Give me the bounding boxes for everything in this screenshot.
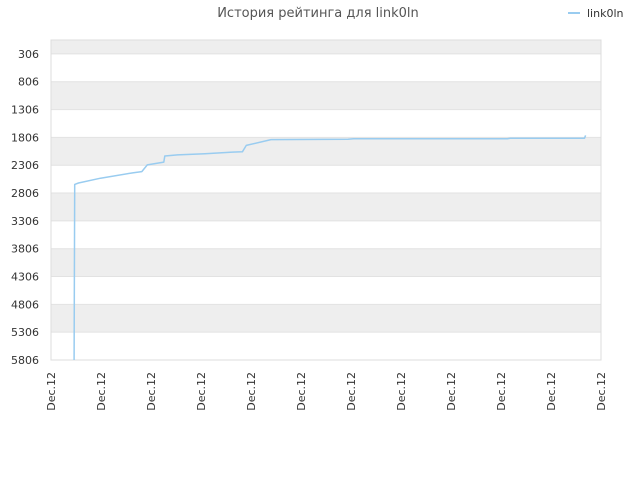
plot-band	[51, 40, 601, 54]
x-tick-label: Dec.12	[445, 372, 458, 411]
y-tick-label: 2806	[11, 187, 39, 200]
series-line-link0ln	[73, 135, 587, 361]
plot-band	[51, 220, 601, 249]
y-tick-label: 806	[18, 76, 39, 89]
y-tick-label: 5806	[11, 354, 39, 367]
plot-band	[51, 81, 601, 110]
y-tick-label: 5306	[11, 326, 39, 339]
y-axis-tick-labels: 306 806 1306 1806 2306 2806 3306 3806 4306 4806 53…	[11, 48, 39, 367]
x-tick-label: Dec.12	[195, 372, 208, 411]
y-tick-label: 306	[18, 48, 39, 61]
plot-band	[51, 109, 601, 138]
x-tick-label: Dec.12	[345, 372, 358, 411]
plot-band	[51, 332, 601, 360]
x-tick-label: Dec.12	[395, 372, 408, 411]
plot-band	[51, 304, 601, 333]
plot-background-bands	[51, 40, 601, 360]
plot-band	[51, 276, 601, 305]
series-layer	[73, 135, 587, 361]
plot-band	[51, 165, 601, 194]
chart-title: История рейтинга для link0ln	[217, 6, 419, 21]
legend: link0ln	[568, 7, 624, 20]
plot-band	[51, 248, 601, 277]
x-tick-label: Dec.12	[95, 372, 108, 411]
x-tick-label: Dec.12	[595, 372, 608, 411]
x-tick-label: Dec.12	[45, 372, 58, 411]
x-tick-label: Dec.12	[495, 372, 508, 411]
plot-band	[51, 53, 601, 82]
legend-label-link0ln: link0ln	[587, 7, 624, 20]
y-tick-label: 1806	[11, 131, 39, 144]
plot-area-border	[50, 39, 602, 361]
plot-band	[51, 193, 601, 221]
y-tick-label: 2306	[11, 159, 39, 172]
x-tick-label: Dec.12	[545, 372, 558, 411]
x-tick-label: Dec.12	[295, 372, 308, 411]
x-axis-tick-labels: Dec.12 Dec.12 Dec.12 Dec.12 Dec.12 Dec.12 Dec.…	[45, 372, 608, 411]
y-tick-label: 4806	[11, 298, 39, 311]
y-tick-label: 1306	[11, 104, 39, 117]
y-tick-label: 3806	[11, 243, 39, 256]
y-tick-label: 4306	[11, 271, 39, 284]
y-tick-label: 3306	[11, 215, 39, 228]
x-tick-label: Dec.12	[145, 372, 158, 411]
plot-band	[51, 137, 601, 166]
x-tick-label: Dec.12	[245, 372, 258, 411]
